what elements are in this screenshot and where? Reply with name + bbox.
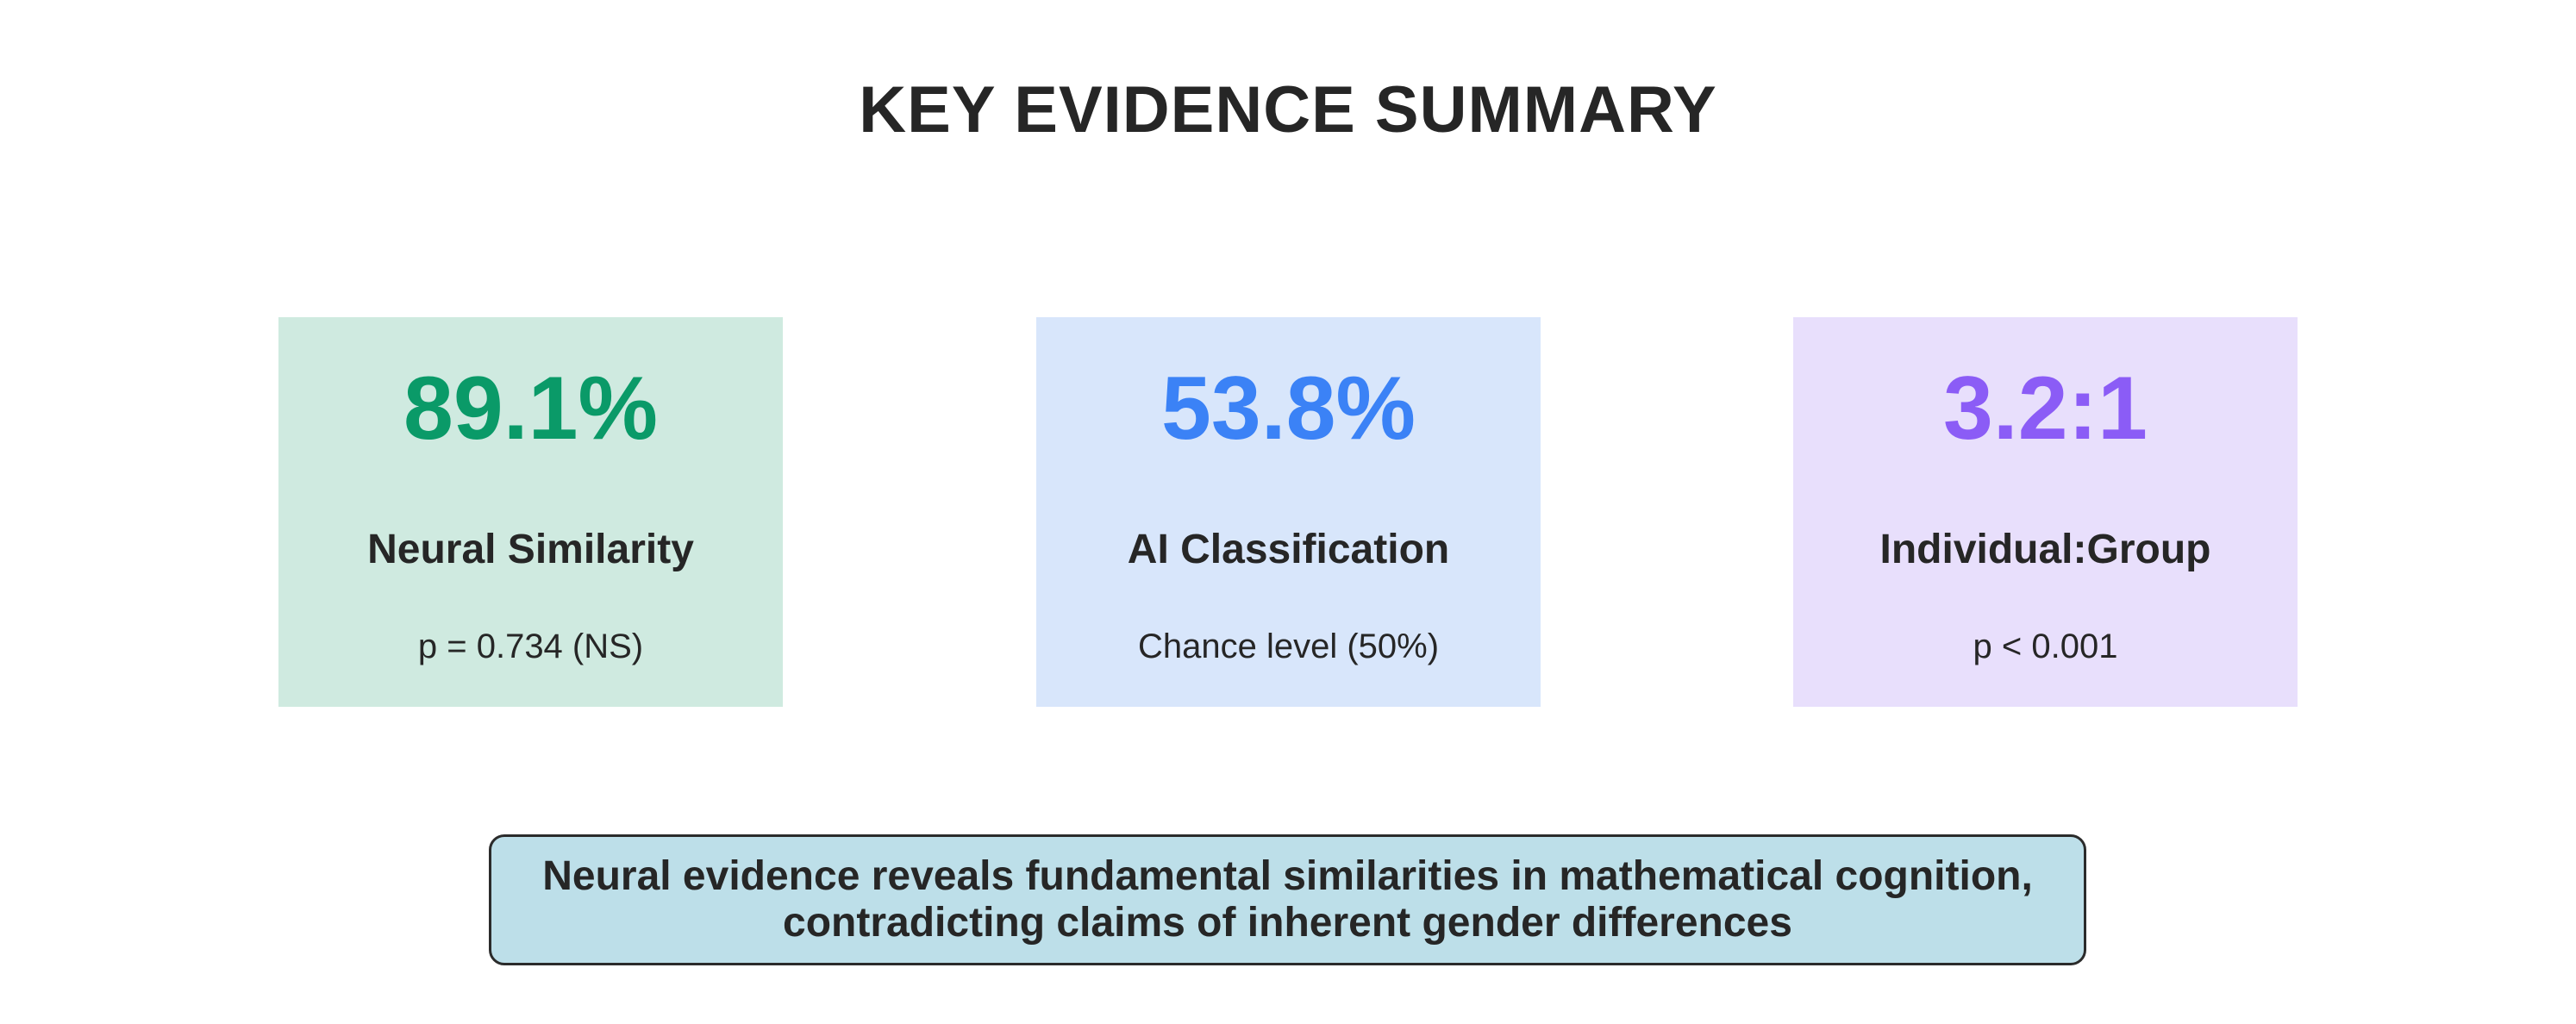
conclusion-box: Neural evidence reveals fundamental simi… <box>489 834 2086 965</box>
evidence-card-individual-group: 3.2:1 Individual:Group p < 0.001 <box>1793 317 2298 707</box>
card-subtext: Chance level (50%) <box>1137 628 1440 665</box>
card-value: 3.2:1 <box>1942 359 2148 459</box>
card-label: AI Classification <box>1127 527 1450 572</box>
card-subtext: p = 0.734 (NS) <box>417 628 644 665</box>
card-label: Neural Similarity <box>367 527 694 572</box>
card-subtext: p < 0.001 <box>1973 628 2118 665</box>
evidence-card-neural-similarity: 89.1% Neural Similarity p = 0.734 (NS) <box>278 317 783 707</box>
conclusion-line-2: contradicting claims of inherent gender … <box>783 900 1792 946</box>
card-value: 89.1% <box>403 359 658 459</box>
card-label: Individual:Group <box>1879 527 2211 572</box>
evidence-card-ai-classification: 53.8% AI Classification Chance level (50… <box>1036 317 1541 707</box>
page-title: KEY EVIDENCE SUMMARY <box>859 73 1717 147</box>
conclusion-line-1: Neural evidence reveals fundamental simi… <box>542 853 2033 900</box>
card-value: 53.8% <box>1161 359 1416 459</box>
